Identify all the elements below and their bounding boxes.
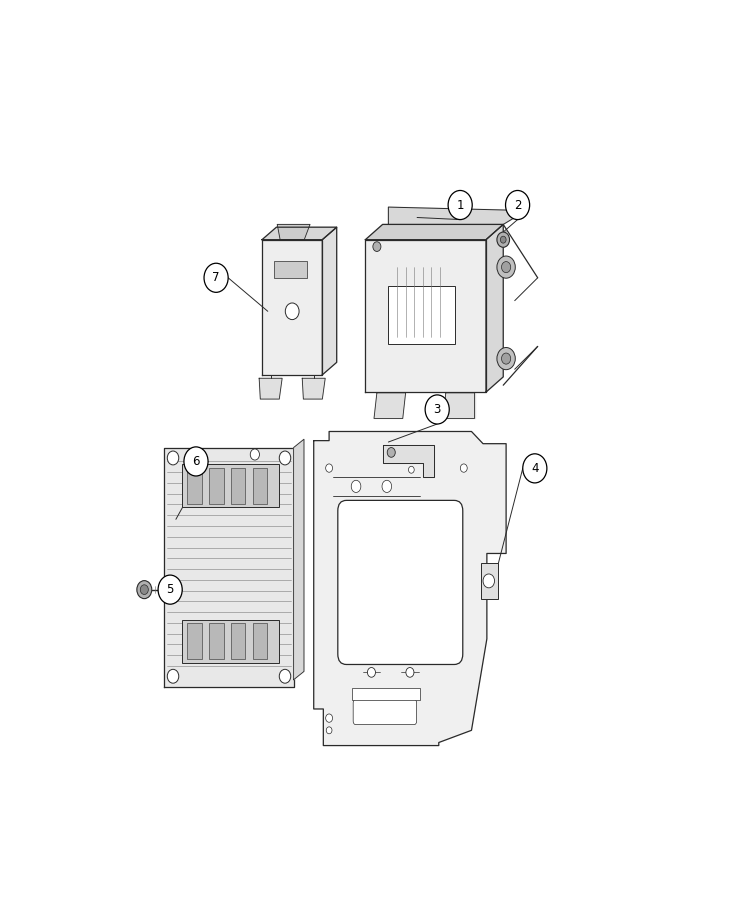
Circle shape (184, 447, 208, 476)
Circle shape (325, 714, 333, 723)
Polygon shape (486, 224, 503, 392)
Bar (182, 464, 279, 508)
Bar (253, 623, 268, 660)
Bar (209, 468, 224, 504)
Polygon shape (302, 378, 325, 399)
Bar (352, 688, 419, 700)
Bar (187, 468, 202, 504)
Polygon shape (165, 447, 293, 687)
Text: 2: 2 (514, 199, 522, 212)
Polygon shape (262, 227, 336, 239)
Circle shape (368, 668, 376, 677)
Text: 6: 6 (192, 454, 200, 468)
Circle shape (373, 242, 381, 251)
Polygon shape (443, 392, 474, 418)
Bar (388, 285, 455, 344)
Circle shape (500, 236, 506, 243)
Polygon shape (365, 239, 486, 392)
Ellipse shape (382, 481, 392, 492)
Text: 4: 4 (531, 462, 539, 475)
Polygon shape (277, 224, 310, 239)
Circle shape (285, 303, 299, 320)
Polygon shape (388, 207, 526, 224)
Polygon shape (322, 227, 336, 374)
Circle shape (279, 670, 290, 683)
Bar (209, 623, 224, 660)
Circle shape (497, 256, 515, 278)
Circle shape (502, 353, 511, 364)
Circle shape (497, 347, 515, 370)
FancyBboxPatch shape (353, 699, 416, 725)
Circle shape (448, 191, 472, 220)
Text: 7: 7 (213, 271, 220, 284)
Polygon shape (374, 392, 405, 418)
Circle shape (408, 466, 414, 473)
Circle shape (388, 447, 395, 457)
Polygon shape (293, 439, 304, 680)
Bar (231, 623, 245, 660)
Circle shape (158, 575, 182, 604)
Bar (481, 562, 499, 599)
Circle shape (425, 395, 449, 424)
Bar (187, 623, 202, 660)
FancyBboxPatch shape (338, 500, 463, 664)
Polygon shape (313, 431, 506, 745)
Polygon shape (262, 239, 322, 374)
Circle shape (326, 727, 332, 734)
Circle shape (502, 262, 511, 273)
Circle shape (250, 449, 259, 460)
Polygon shape (259, 378, 282, 399)
Circle shape (406, 668, 414, 677)
Circle shape (167, 451, 179, 465)
Polygon shape (365, 224, 503, 239)
Bar (231, 468, 245, 504)
Circle shape (460, 464, 468, 472)
Circle shape (204, 263, 228, 293)
Polygon shape (382, 446, 434, 477)
Circle shape (325, 464, 333, 472)
Bar (253, 468, 268, 504)
Circle shape (167, 670, 179, 683)
Circle shape (137, 580, 152, 598)
Circle shape (522, 454, 547, 483)
Circle shape (279, 451, 290, 465)
Text: 5: 5 (167, 583, 174, 596)
Circle shape (505, 191, 530, 220)
Bar (182, 620, 279, 662)
Bar (274, 261, 308, 277)
Text: 1: 1 (456, 199, 464, 212)
Text: 3: 3 (433, 403, 441, 416)
Circle shape (497, 232, 510, 248)
Circle shape (483, 574, 494, 588)
Ellipse shape (351, 481, 361, 492)
Circle shape (140, 585, 148, 595)
